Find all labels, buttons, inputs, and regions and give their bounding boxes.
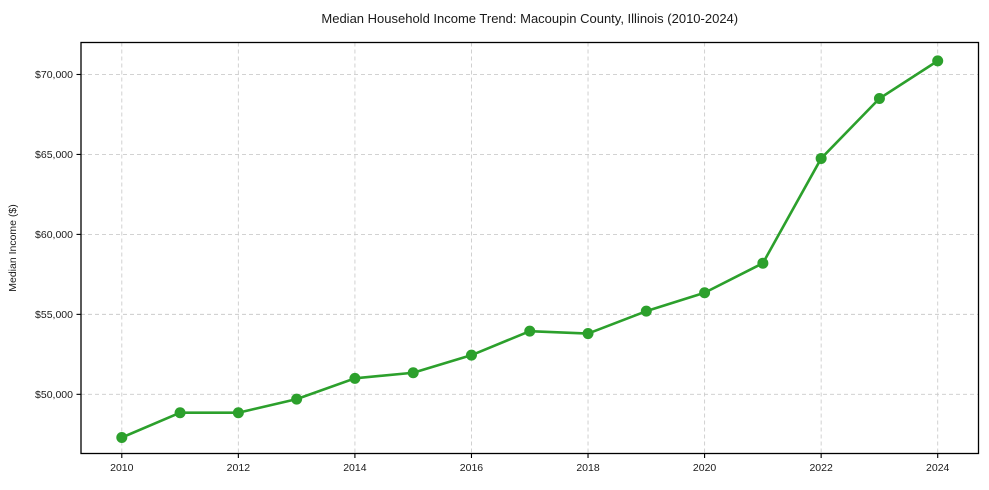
data-point-2021: [757, 257, 769, 269]
data-point-2019: [640, 305, 652, 317]
x-tick-label: 2024: [926, 462, 950, 474]
data-point-2011: [174, 407, 186, 419]
data-point-2010: [116, 432, 128, 444]
y-tick-label: $60,000: [35, 229, 73, 241]
chart-title: Median Household Income Trend: Macoupin …: [321, 11, 738, 26]
y-axis-label: Median Income ($): [7, 204, 19, 292]
data-point-2020: [699, 287, 711, 299]
y-tick-label: $55,000: [35, 309, 73, 321]
data-point-2016: [465, 349, 477, 361]
data-point-2013: [291, 393, 303, 405]
x-tick-label: 2018: [576, 462, 600, 474]
x-tick-label: 2014: [343, 462, 367, 474]
y-tick-label: $70,000: [35, 69, 73, 81]
y-tick-label: $50,000: [35, 389, 73, 401]
data-point-2018: [582, 328, 594, 340]
plot-frame: [80, 41, 980, 455]
data-point-2017: [524, 325, 536, 337]
x-tick-label: 2016: [460, 462, 484, 474]
x-tick-label: 2010: [110, 462, 134, 474]
x-tick-label: 2022: [809, 462, 833, 474]
data-point-2012: [232, 407, 244, 419]
x-tick-label: 2020: [693, 462, 717, 474]
data-point-2023: [873, 92, 885, 104]
data-point-2024: [932, 55, 944, 67]
y-tick-label: $65,000: [35, 149, 73, 161]
trend-line: [120, 59, 940, 439]
data-point-2015: [407, 367, 419, 379]
plot-area: 2010 2012 2014 2016 2018 2020 2022 2024 $50,000 $…: [35, 41, 980, 474]
data-point-2014: [349, 372, 361, 384]
data-point-2022: [815, 152, 827, 164]
x-tick-label: 2012: [227, 462, 251, 474]
